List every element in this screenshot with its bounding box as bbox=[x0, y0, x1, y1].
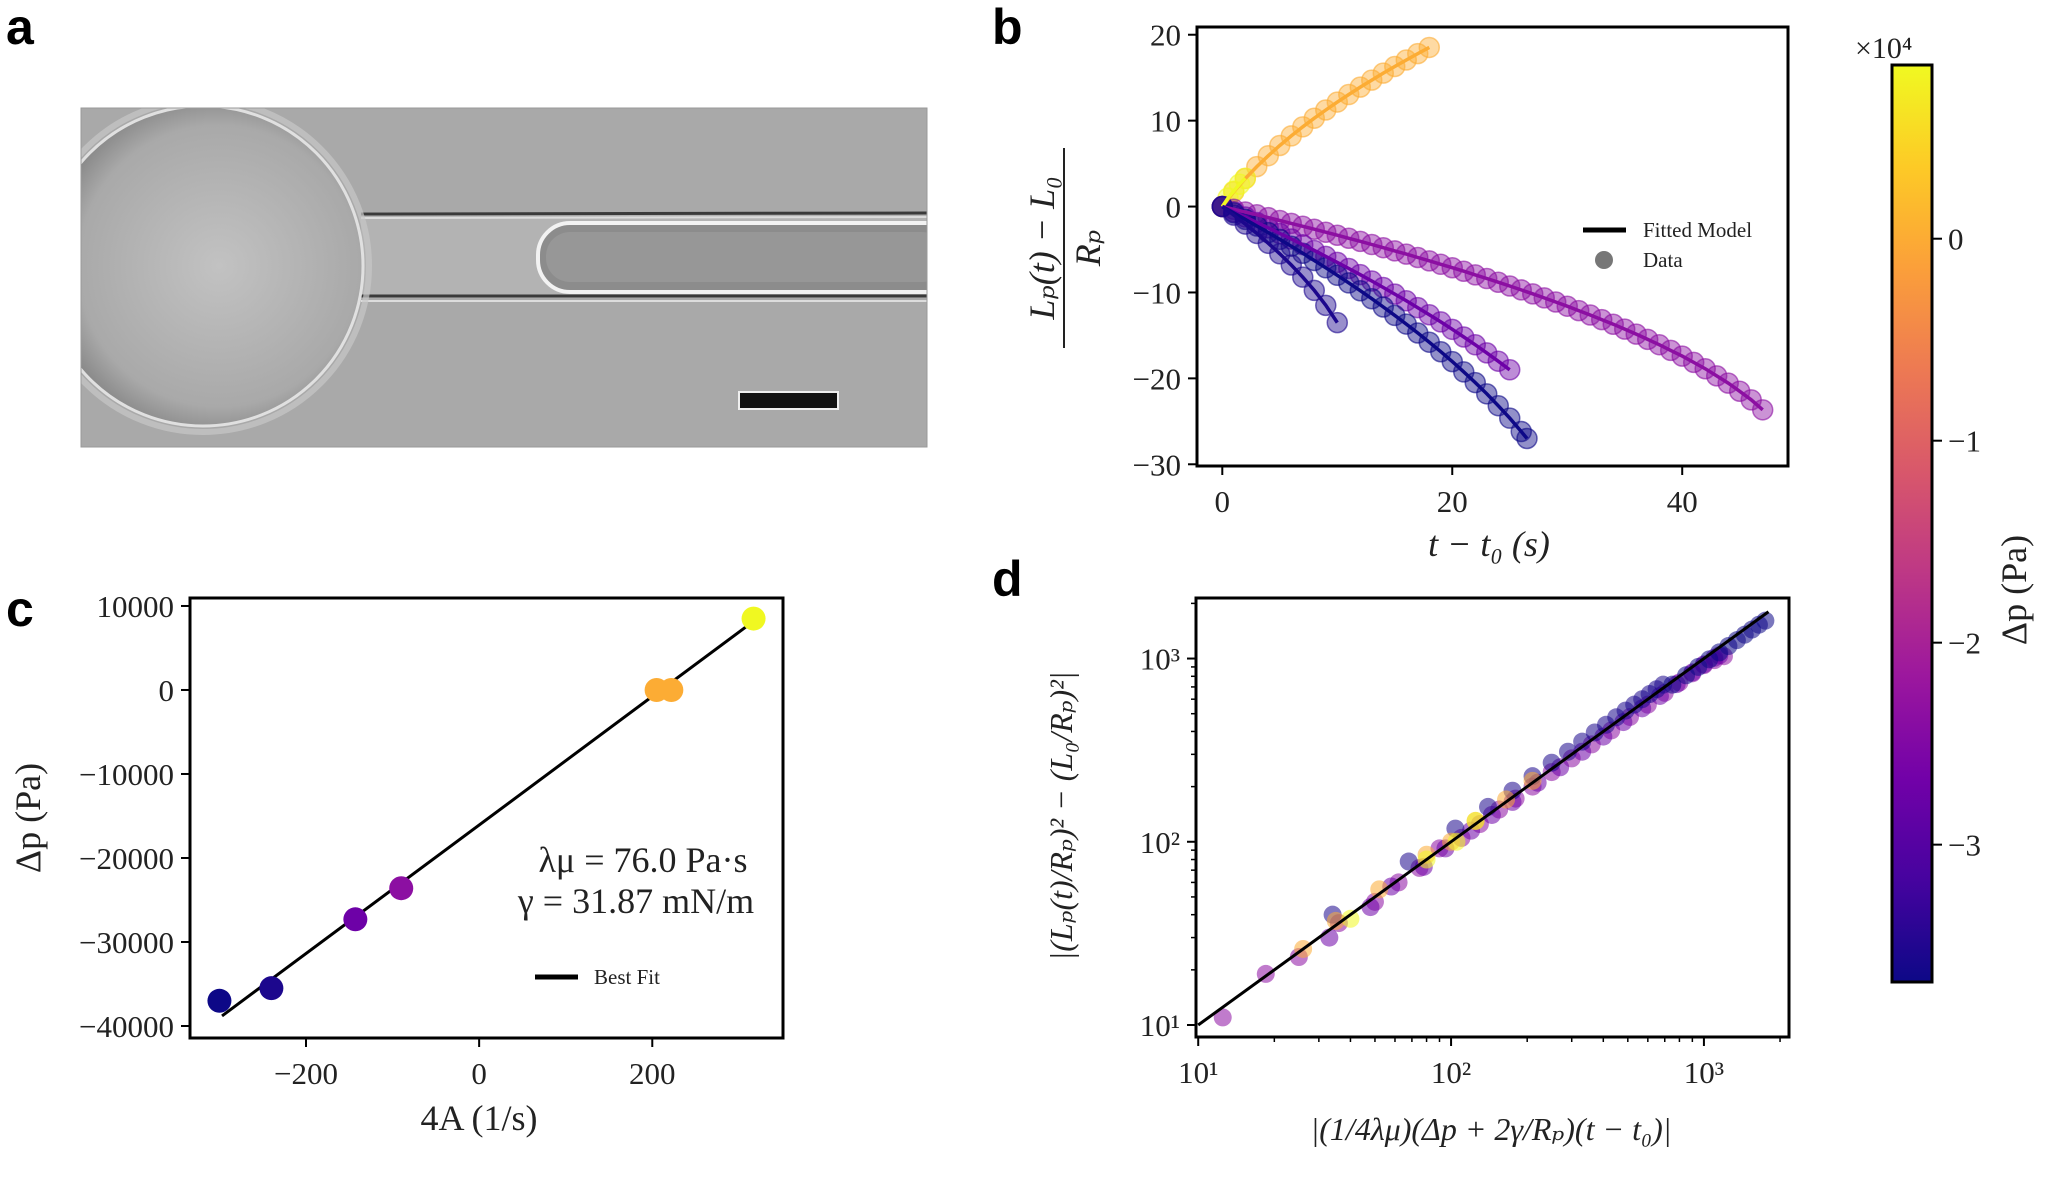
colorbar-gradient bbox=[1890, 63, 1934, 984]
panel-c-ytick-label: −20000 bbox=[79, 841, 174, 876]
panel-c-ytick-label: 10000 bbox=[97, 589, 175, 624]
panel-b-fitted-curve bbox=[1221, 205, 1511, 372]
panel-c-xlabel: 4A (1/s) bbox=[421, 1098, 538, 1138]
panel-b-ytick-label: 0 bbox=[1166, 190, 1182, 225]
legend-fitted-model: Fitted Model bbox=[1643, 218, 1752, 242]
panel-d-axes-frame bbox=[1194, 596, 1791, 1039]
panel-b-xtick-label: 0 bbox=[1215, 484, 1231, 519]
panel-b-ylabel: Lₚ(t) − L₀ Rₚ bbox=[1022, 148, 1108, 348]
panel-b-fitted-curve bbox=[1221, 204, 1764, 412]
panel-b-fitted-curve bbox=[1221, 205, 1339, 324]
annotation-gamma: γ = 31.87 mN/m bbox=[517, 881, 754, 921]
panel-d-data-point bbox=[1399, 852, 1418, 871]
panel-letter-c: c bbox=[6, 581, 34, 637]
panel-d-chart: 10¹ 10² 10³ 10¹ 10² 10³ |(1/4λμ)(Δp + 2γ/Rₚ)(… bbox=[1043, 596, 1791, 1147]
panel-d-data-point bbox=[1370, 880, 1389, 899]
panel-c-xtick-label: 0 bbox=[471, 1056, 487, 1091]
panel-d-data-point bbox=[1558, 742, 1577, 761]
panel-c-ylabel: Δp (Pa) bbox=[8, 763, 48, 873]
panel-c-ytick-label: 0 bbox=[159, 673, 175, 708]
panel-c-chart: −200 0 200 10000 0 −10000 −20000 −30000 −40000 4… bbox=[8, 589, 785, 1138]
panel-d-xtick-label: 10³ bbox=[1684, 1055, 1724, 1090]
colorbar-multiplier: ×10⁴ bbox=[1855, 32, 1912, 65]
panel-d-data-point bbox=[1326, 911, 1345, 930]
panel-b-xtick-label: 20 bbox=[1437, 484, 1468, 519]
panel-letter-d: d bbox=[992, 551, 1023, 607]
colorbar-tick-label: 0 bbox=[1948, 222, 1964, 257]
panel-c-data-point bbox=[389, 876, 414, 901]
legend-best-fit: Best Fit bbox=[594, 965, 660, 989]
panel-b-fitted-curve bbox=[1220, 45, 1431, 208]
colorbar-tick-label: −3 bbox=[1948, 828, 1981, 863]
panel-b-ytick-label: 10 bbox=[1150, 104, 1181, 139]
panel-d-xtick-label: 10¹ bbox=[1178, 1055, 1218, 1090]
panel-c-data-point bbox=[343, 907, 368, 932]
panel-b-fitted-curve bbox=[1220, 176, 1247, 208]
panel-b-xtick-label: 40 bbox=[1667, 484, 1698, 519]
panel-c-ytick-label: −30000 bbox=[79, 925, 174, 960]
panel-b-ytick-label: 20 bbox=[1150, 18, 1181, 53]
panel-b-ytick-label: −30 bbox=[1133, 447, 1181, 482]
panel-c-legend: Best Fit bbox=[535, 965, 660, 989]
panel-b-xlabel: t − t₀ (s) bbox=[1428, 524, 1550, 564]
panel-c-axes-frame bbox=[188, 596, 785, 1040]
panel-d-ytick-label: 10² bbox=[1140, 825, 1180, 860]
colorbar: 0 −1 −2 −3 ×10⁴ Δp (Pa) bbox=[1855, 32, 2034, 984]
panel-d-data-point bbox=[1447, 832, 1466, 851]
panel-b-chart: 0 20 40 20 10 0 −10 −20 −30 t − t₀ (s) Lₚ(t) − L… bbox=[1022, 18, 1790, 564]
panel-c-xtick-label: −200 bbox=[274, 1056, 338, 1091]
panel-d-ytick-label: 10¹ bbox=[1140, 1008, 1180, 1043]
panel-d-xlabel: |(1/4λμ)(Δp + 2γ/Rₚ)(t − t₀)| bbox=[1310, 1111, 1671, 1147]
panel-c-data-point bbox=[741, 606, 766, 631]
panel-c-data-point bbox=[207, 988, 232, 1013]
panel-d-data-point bbox=[1663, 675, 1682, 694]
annotation-lambda-mu: λμ = 76.0 Pa·s bbox=[538, 840, 747, 880]
panel-b-fitted-curve bbox=[1221, 205, 1529, 440]
panel-c-xtick-label: 200 bbox=[629, 1056, 676, 1091]
panel-d-data-point bbox=[1341, 909, 1360, 928]
panel-d-data-point bbox=[1466, 811, 1485, 830]
panel-b-ylabel-denominator: Rₚ bbox=[1068, 230, 1108, 267]
panel-d-fit-line bbox=[1197, 610, 1770, 1027]
colorbar-label: Δp (Pa) bbox=[1994, 535, 2034, 645]
droplet bbox=[81, 108, 365, 428]
micrograph-image bbox=[81, 108, 927, 447]
panel-b-ylabel-numerator: Lₚ(t) − L₀ bbox=[1022, 176, 1062, 320]
panel-d-ytick-label: 10³ bbox=[1140, 642, 1180, 677]
colorbar-tick-label: −1 bbox=[1948, 424, 1981, 459]
panel-letter-b: b bbox=[992, 0, 1023, 55]
panel-c-data-point bbox=[259, 976, 284, 1001]
panel-b-data-point bbox=[1326, 311, 1349, 334]
legend-marker-swatch bbox=[1595, 251, 1613, 269]
panel-b-legend: Fitted Model Data bbox=[1583, 218, 1752, 272]
panel-d-data-point bbox=[1573, 732, 1592, 751]
panel-b-axes-frame bbox=[1195, 25, 1790, 468]
panel-b-ytick-label: −10 bbox=[1133, 275, 1181, 310]
panel-c-data-point bbox=[659, 677, 684, 702]
panel-c-ytick-label: −40000 bbox=[79, 1009, 174, 1044]
panel-letter-a: a bbox=[6, 0, 35, 55]
panel-d-xtick-label: 10² bbox=[1431, 1055, 1471, 1090]
panel-b-ytick-label: −20 bbox=[1133, 361, 1181, 396]
panel-d-data-point bbox=[1213, 1008, 1232, 1027]
legend-data: Data bbox=[1643, 248, 1683, 272]
panel-c-ytick-label: −10000 bbox=[79, 757, 174, 792]
scale-bar bbox=[738, 391, 839, 410]
panel-d-ylabel: |(Lₚ(t)/Rₚ)² − (L₀/Rₚ)²| bbox=[1043, 671, 1079, 960]
colorbar-tick-label: −2 bbox=[1948, 626, 1981, 661]
